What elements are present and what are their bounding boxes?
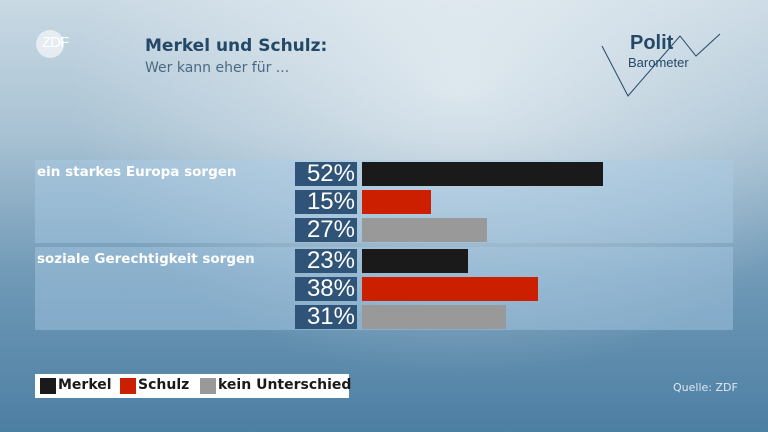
legend xyxy=(35,374,349,398)
legend-label: kein Unterschied xyxy=(218,377,352,393)
zdf-logo xyxy=(36,30,64,58)
legend-swatch xyxy=(200,378,216,394)
legend-swatch xyxy=(40,378,56,394)
value-label: 52% xyxy=(295,162,357,186)
value-label: 23% xyxy=(295,249,357,273)
value-label: 15% xyxy=(295,190,357,214)
chart-title: Merkel und Schulz: xyxy=(145,36,328,56)
value-label: 27% xyxy=(295,218,357,242)
bar-merkel xyxy=(362,249,469,273)
source-text: Quelle: ZDF xyxy=(673,381,738,394)
politbarometer-logo xyxy=(601,33,721,97)
value-label: 38% xyxy=(295,277,357,301)
zdf-logo-text: ZDF xyxy=(42,34,69,51)
category-label: soziale Gerechtigkeit sorgen xyxy=(37,251,255,267)
chart-subtitle: Wer kann eher für ... xyxy=(145,60,290,76)
logo-barometer-text: Barometer xyxy=(628,55,689,70)
legend-label: Merkel xyxy=(58,377,112,393)
bar-kein-unterschied xyxy=(362,305,506,329)
legend-label: Schulz xyxy=(138,377,190,393)
bar-kein-unterschied xyxy=(362,218,487,242)
legend-swatch xyxy=(120,378,136,394)
bar-schulz xyxy=(362,190,432,214)
category-label: ein starkes Europa sorgen xyxy=(37,164,237,180)
value-label: 31% xyxy=(295,305,357,329)
bar-merkel xyxy=(362,162,603,186)
logo-polit-text: Polit xyxy=(630,32,674,54)
bar-schulz xyxy=(362,277,538,301)
